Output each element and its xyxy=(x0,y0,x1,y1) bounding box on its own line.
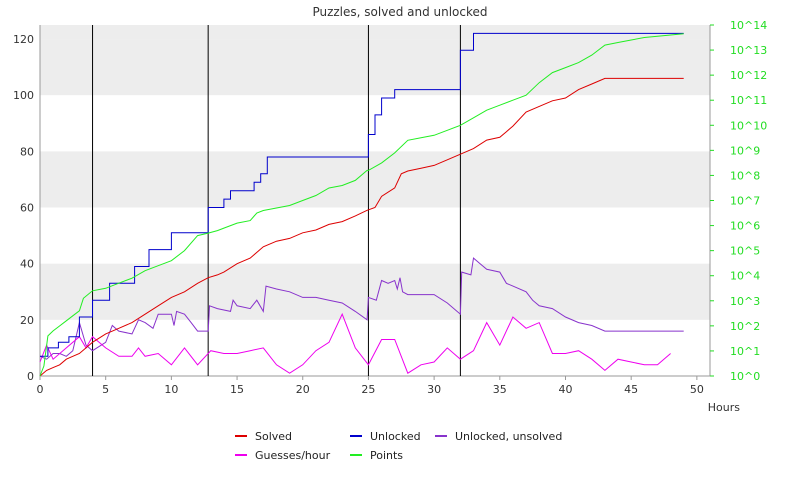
y-axis-right: 10^0 10^1 10^2 10^3 10^4 10^5 10^6 10^7 10^8 10^9… xyxy=(710,19,767,383)
series-line-unlocked-unsolved xyxy=(39,257,684,360)
legend-label-guesses-hour: Guesses/hour xyxy=(255,449,331,462)
legend-label-unlocked: Unlocked xyxy=(370,430,421,443)
y-tick-label: 0 xyxy=(27,370,34,383)
x-tick-label: 25 xyxy=(361,383,375,396)
x-axis: 0 5 10 15 20 25 30 35 40 45 50 xyxy=(37,376,704,396)
grid-band xyxy=(40,263,710,320)
x-tick-label: 5 xyxy=(102,383,109,396)
grid-band xyxy=(40,25,710,40)
y2-tick-label: 10^4 xyxy=(730,270,760,283)
series-line-solved xyxy=(39,77,684,377)
y2-tick-label: 10^3 xyxy=(730,295,760,308)
legend-label-points: Points xyxy=(370,449,403,462)
series-line-points xyxy=(39,33,684,377)
y2-tick-label: 10^1 xyxy=(730,345,760,358)
x-tick-label: 45 xyxy=(624,383,638,396)
y-tick-label: 60 xyxy=(20,202,34,215)
x-tick-label: 40 xyxy=(558,383,572,396)
y-axis-left: 0 20 40 60 80 100 120 xyxy=(13,33,34,383)
x-tick-label: 15 xyxy=(230,383,244,396)
y2-tick-label: 10^8 xyxy=(730,169,760,182)
series-line-unlocked xyxy=(40,32,684,357)
y2-tick-label: 10^9 xyxy=(730,144,760,157)
grid-bands xyxy=(40,25,710,320)
x-tick-label: 20 xyxy=(296,383,310,396)
y-tick-label: 120 xyxy=(13,33,34,46)
x-tick-label: 35 xyxy=(493,383,507,396)
grid-band xyxy=(40,39,710,96)
y2-tick-label: 10^7 xyxy=(730,195,760,208)
y2-tick-label: 10^10 xyxy=(730,119,767,132)
y2-tick-label: 10^13 xyxy=(730,44,767,57)
y-tick-label: 40 xyxy=(20,258,34,271)
y2-tick-label: 10^14 xyxy=(730,19,767,32)
x-tick-label: 10 xyxy=(164,383,178,396)
y2-tick-label: 10^5 xyxy=(730,245,760,258)
x-axis-label: Hours xyxy=(708,401,740,414)
y2-tick-label: 10^11 xyxy=(730,94,767,107)
legend-label-unlocked-unsolved: Unlocked, unsolved xyxy=(455,430,562,443)
x-tick-label: 50 xyxy=(690,383,704,396)
chart-title: Puzzles, solved and unlocked xyxy=(312,5,487,19)
y-tick-label: 100 xyxy=(13,89,34,102)
y2-tick-label: 10^12 xyxy=(730,69,767,82)
grid-band xyxy=(40,151,710,208)
y2-tick-label: 10^2 xyxy=(730,320,760,333)
series-lines xyxy=(39,32,684,377)
x-tick-label: 30 xyxy=(427,383,441,396)
series-line-guesses-hour xyxy=(39,312,671,374)
legend: Solved Unlocked Unlocked, unsolved Guesses/… xyxy=(235,430,562,462)
y-tick-label: 20 xyxy=(20,314,34,327)
x-tick-label: 0 xyxy=(37,383,44,396)
y2-tick-label: 10^6 xyxy=(730,220,760,233)
legend-label-solved: Solved xyxy=(255,430,292,443)
y2-tick-label: 10^0 xyxy=(730,370,760,383)
y-tick-label: 80 xyxy=(20,145,34,158)
